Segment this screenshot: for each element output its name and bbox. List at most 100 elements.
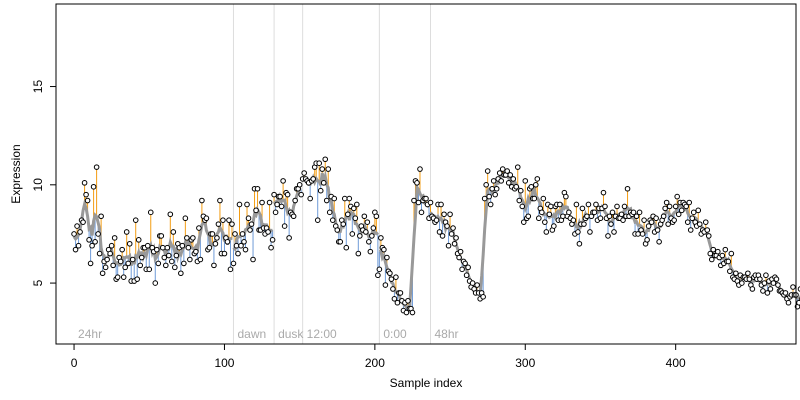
data-point — [104, 256, 110, 263]
data-point — [587, 229, 593, 235]
data-point — [725, 258, 732, 265]
data-point — [217, 197, 223, 204]
data-point — [326, 209, 333, 216]
data-point — [152, 280, 159, 286]
data-point — [235, 250, 241, 257]
data-point — [134, 276, 141, 282]
data-point — [153, 246, 160, 253]
data-point — [87, 260, 94, 267]
data-point — [672, 203, 679, 210]
data-point — [147, 209, 154, 216]
data-point — [507, 172, 514, 178]
data-point — [405, 297, 411, 304]
x-tick-label: 0 — [71, 356, 78, 370]
data-point — [292, 197, 298, 204]
data-point — [75, 242, 82, 249]
fit-lines — [72, 170, 800, 313]
data-point — [123, 229, 130, 235]
data-point — [645, 223, 652, 229]
plot-frame — [55, 3, 797, 345]
data-point — [193, 248, 199, 255]
data-point — [621, 203, 628, 210]
residual-lines — [73, 159, 800, 313]
data-point — [418, 209, 425, 216]
data-point — [444, 223, 450, 229]
data-point — [220, 217, 226, 223]
data-point — [666, 203, 673, 210]
data-point — [520, 219, 527, 225]
data-point — [84, 197, 91, 204]
data-point — [102, 264, 109, 271]
data-point — [602, 203, 608, 210]
data-point — [206, 244, 213, 251]
data-point — [159, 244, 166, 251]
data-point — [227, 266, 234, 273]
y-axis-title: Expression — [9, 144, 23, 203]
data-point — [245, 215, 252, 222]
x-tick-label: 200 — [365, 356, 385, 370]
data-point — [170, 229, 177, 235]
data-point — [325, 166, 332, 172]
data-point — [301, 170, 307, 176]
data-point — [284, 191, 291, 198]
data-point — [423, 195, 429, 202]
data-point — [352, 215, 359, 222]
data-point — [687, 227, 694, 233]
data-point — [510, 176, 517, 182]
data-point — [161, 254, 168, 261]
data-point — [439, 233, 446, 239]
data-point — [355, 250, 362, 257]
data-point — [660, 213, 667, 220]
data-point — [684, 219, 691, 225]
data-point — [77, 229, 83, 235]
data-point — [414, 180, 420, 186]
data-point — [678, 207, 685, 214]
data-point — [146, 266, 153, 273]
data-point — [221, 250, 228, 257]
data-point — [636, 209, 643, 216]
data-point — [790, 284, 796, 290]
x-axis: 0 100 200 300 400 — [71, 343, 686, 370]
data-point — [492, 191, 498, 198]
data-point — [427, 199, 434, 206]
data-point — [605, 233, 611, 239]
data-point — [575, 229, 581, 235]
data-point — [662, 205, 668, 212]
data-point — [557, 201, 563, 208]
data-point — [474, 282, 480, 288]
data-point — [226, 217, 232, 223]
data-point — [199, 197, 205, 204]
data-point — [212, 240, 219, 247]
data-point — [770, 280, 777, 286]
data-point — [695, 207, 702, 214]
data-point — [181, 260, 187, 267]
data-point — [298, 191, 304, 198]
data-point — [250, 256, 256, 263]
data-point — [90, 183, 97, 190]
data-point — [190, 235, 196, 241]
data-point — [381, 246, 387, 253]
data-point — [209, 231, 216, 237]
data-point — [573, 201, 580, 208]
data-point — [354, 201, 360, 208]
data-point — [663, 199, 670, 206]
data-point — [344, 211, 351, 218]
data-point — [357, 233, 363, 239]
data-point — [242, 246, 249, 253]
data-point — [387, 270, 393, 277]
data-point — [197, 256, 204, 263]
data-point — [536, 215, 542, 222]
data-point — [86, 237, 92, 243]
data-point — [653, 215, 659, 222]
data-point — [290, 213, 297, 220]
data-point — [534, 176, 541, 182]
x-tick-label: 100 — [214, 356, 234, 370]
data-point — [269, 237, 276, 243]
data-point — [451, 240, 458, 247]
data-point — [388, 276, 395, 282]
data-point — [132, 217, 139, 223]
data-point — [517, 187, 524, 194]
data-point — [81, 180, 88, 186]
data-point — [162, 262, 169, 269]
data-point — [95, 231, 101, 237]
